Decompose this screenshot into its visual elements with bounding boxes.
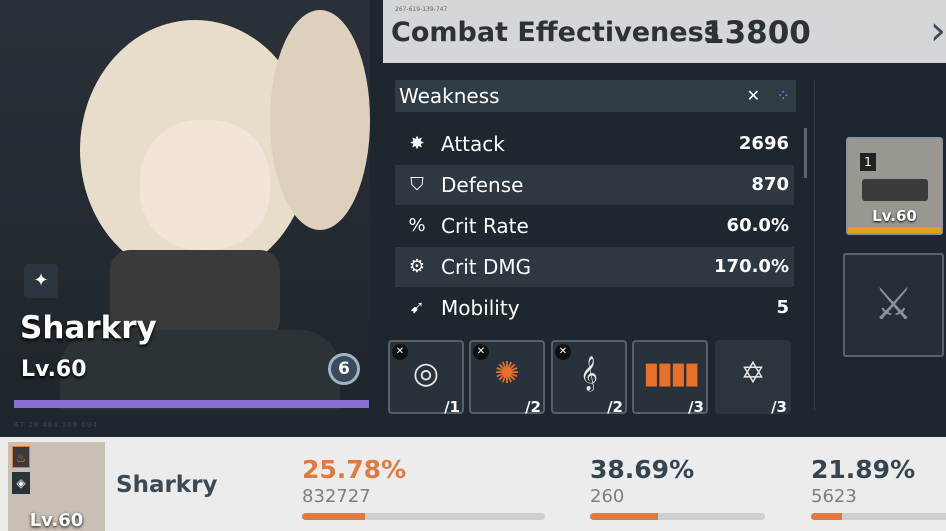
summary-column-1: 25.78% 832727 xyxy=(302,455,545,520)
combat-effectiveness-header: 267-619-139-747 Combat Effectiveness 138… xyxy=(383,0,946,63)
column-percent: 38.69% xyxy=(590,455,695,484)
boot-icon: ➹ xyxy=(409,297,425,318)
locked-slot-icon: ⚔ xyxy=(873,279,914,330)
skill-level: /3 xyxy=(688,398,704,416)
shield-icon: ⛉ xyxy=(410,174,424,195)
column-count: 5623 xyxy=(811,486,857,507)
stat-row-crit-dmg: ⚙ Crit DMG 170.0% xyxy=(395,247,794,287)
character-portrait xyxy=(0,0,370,410)
target-icon: ◎ xyxy=(412,356,440,391)
column-percent: 21.89% xyxy=(811,455,916,484)
skill-level: /1 xyxy=(444,398,460,416)
skill-slot-2[interactable]: ✕ ✺ /2 xyxy=(469,340,545,416)
weapon-level: Lv.60 xyxy=(872,207,917,225)
stat-value: 2696 xyxy=(738,133,789,154)
skill-level: /2 xyxy=(525,398,541,416)
crossed-swords-icon: ✕ xyxy=(746,86,760,105)
attack-icon: ✸ xyxy=(409,133,425,154)
rarity-bar xyxy=(14,400,369,408)
thumbnail-level: Lv.60 xyxy=(29,510,84,531)
dots-icon: ⁘ xyxy=(776,86,790,105)
stat-row-mobility: ➹ Mobility 5 xyxy=(395,288,794,328)
stats-scrollbar[interactable] xyxy=(804,128,807,178)
header-id: 267-619-139-747 xyxy=(395,6,448,13)
stat-label: Mobility xyxy=(441,296,520,320)
weapon-rarity-bar xyxy=(848,227,941,233)
stat-label: Crit Rate xyxy=(441,214,529,238)
stat-row-crit-rate: % Crit Rate 60.0% xyxy=(395,206,794,246)
stat-value: 170.0% xyxy=(714,256,789,277)
stat-row-defense: ⛉ Defense 870 xyxy=(395,165,794,205)
progress-fill xyxy=(811,513,842,520)
rank-badge: 6 xyxy=(328,353,360,385)
weapon-card[interactable]: 1 Lv.60 xyxy=(846,137,943,235)
stat-value: 870 xyxy=(751,174,789,195)
skill-level: /3 xyxy=(771,398,787,416)
stat-row-attack: ✸ Attack 2696 xyxy=(395,124,794,164)
progress-bar xyxy=(590,513,765,520)
crit-rate-icon: % xyxy=(408,215,426,236)
class-icon: ◈ xyxy=(12,472,30,494)
character-name: Sharkry xyxy=(20,310,157,346)
empty-equipment-slot[interactable]: ⚔ xyxy=(843,253,944,357)
stat-label: Attack xyxy=(441,132,505,156)
progress-bar xyxy=(302,513,545,520)
column-percent: 25.78% xyxy=(302,455,407,484)
progress-bar xyxy=(811,513,946,520)
crossed-swords-icon: ✕ xyxy=(555,344,571,360)
stat-value: 5 xyxy=(776,297,789,318)
element-type-icon: ✦ xyxy=(24,264,58,298)
character-thumbnail[interactable]: ♨ ◈ Lv.60 xyxy=(8,442,105,531)
soundwave-icon: ▮▮▮▮ xyxy=(642,356,700,391)
crossed-swords-icon: ✕ xyxy=(392,344,408,360)
stat-label: Defense xyxy=(441,173,524,197)
barcode-text: 47 28 484 369 094 xyxy=(14,421,98,429)
treble-clef-icon: 𝄞 xyxy=(580,356,598,391)
stat-label: Crit DMG xyxy=(441,255,532,279)
skill-slot-3[interactable]: ✕ 𝄞 /2 xyxy=(551,340,627,416)
column-count: 260 xyxy=(590,486,625,507)
weapon-rank: 1 xyxy=(860,153,876,171)
weakness-label: Weakness xyxy=(399,84,500,108)
combat-value: 13800 xyxy=(703,15,811,51)
character-level: Lv.60 xyxy=(21,357,87,382)
progress-fill xyxy=(590,513,658,520)
skill-slot-1[interactable]: ✕ ◎/1 xyxy=(388,340,464,416)
weakness-bar: Weakness ✕ ⁘ xyxy=(395,80,796,112)
summary-column-2: 38.69% 260 xyxy=(590,455,765,520)
stat-value: 60.0% xyxy=(726,215,789,236)
summary-name: Sharkry xyxy=(116,472,218,498)
chevron-right-icon[interactable]: › xyxy=(930,8,946,54)
fire-vortex-icon: ✺ xyxy=(494,356,520,391)
skill-level: /2 xyxy=(607,398,623,416)
skill-slot-4[interactable]: ▮▮▮▮ /3 xyxy=(632,340,708,416)
fire-icon: ♨ xyxy=(12,446,30,468)
gear-icon: ⚙ xyxy=(408,256,426,277)
progress-fill xyxy=(302,513,365,520)
column-count: 832727 xyxy=(302,486,371,507)
summary-column-3: 21.89% 5623 xyxy=(811,455,946,520)
skill-slot-5[interactable]: ✡ /3 xyxy=(715,340,791,416)
hexagram-icon: ✡ xyxy=(740,356,766,391)
divider xyxy=(814,80,815,410)
crossed-swords-icon: ✕ xyxy=(473,344,489,360)
header-title: Combat Effectiveness xyxy=(391,17,720,48)
gun-icon xyxy=(862,179,928,201)
